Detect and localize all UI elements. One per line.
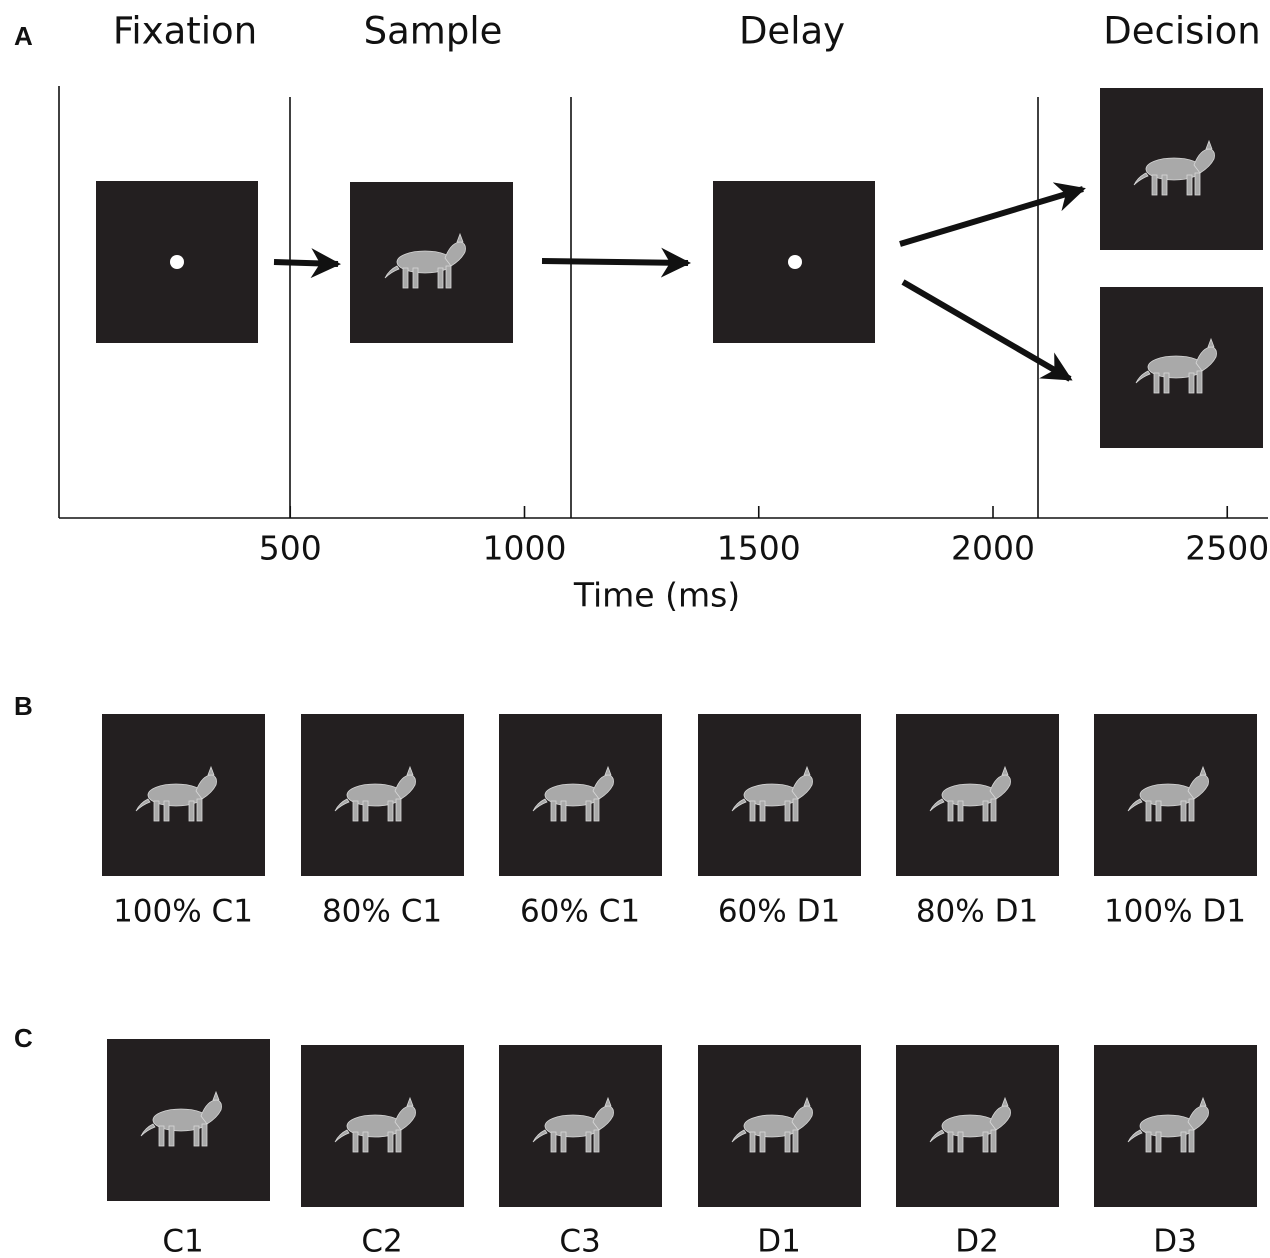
- panel-label: C: [14, 1023, 33, 1053]
- stimulus-caption: 100% D1: [1104, 894, 1246, 930]
- panel-label: B: [14, 691, 33, 721]
- stimulus-caption: C3: [559, 1224, 600, 1258]
- stimulus-caption: D3: [1153, 1224, 1197, 1258]
- axis-label: Time (ms): [573, 576, 740, 615]
- stimulus-caption: C1: [162, 1224, 203, 1258]
- fixation-dot: [170, 255, 184, 269]
- phase-title: Decision: [1103, 10, 1261, 53]
- fixation-dot: [788, 255, 802, 269]
- arrow: [273, 248, 341, 279]
- panel-label: A: [14, 21, 33, 51]
- stimulus-caption: 60% C1: [520, 894, 640, 930]
- tick-label: 2000: [951, 529, 1035, 568]
- arrow: [901, 279, 1073, 382]
- stimulus-caption: D1: [757, 1224, 801, 1258]
- phase-title: Delay: [739, 10, 845, 53]
- stimulus-caption: C2: [361, 1224, 402, 1258]
- tick-label: 1500: [717, 529, 801, 568]
- tick-label: 2500: [1185, 529, 1269, 568]
- tick-label: 1000: [483, 529, 567, 568]
- phase-title: Fixation: [113, 10, 257, 53]
- stimulus-caption: D2: [955, 1224, 999, 1258]
- stimulus-caption: 60% D1: [718, 894, 840, 930]
- stimulus-caption: 100% C1: [113, 894, 253, 930]
- stimulus-caption: 80% C1: [322, 894, 442, 930]
- tick-label: 500: [259, 529, 322, 568]
- stimulus-caption: 80% D1: [916, 894, 1038, 930]
- arrow: [541, 247, 691, 278]
- arrow: [899, 182, 1086, 247]
- phase-title: Sample: [364, 10, 503, 53]
